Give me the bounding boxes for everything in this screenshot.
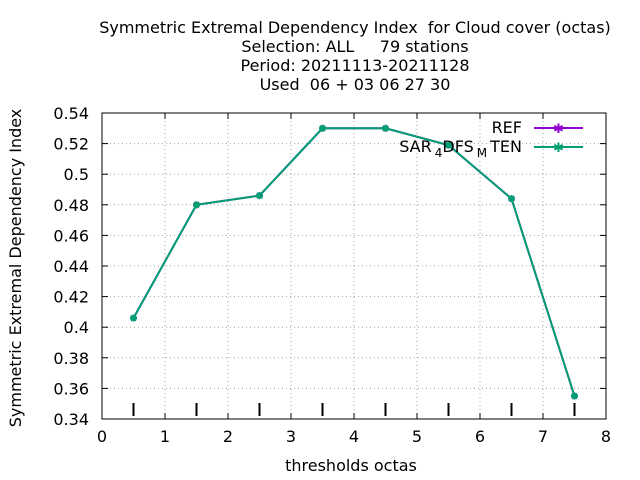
point-stroke	[571, 392, 578, 400]
legend: REF ✱ SAR 4DFS M TEN ✱	[399, 118, 583, 160]
x-tick-label: 6	[475, 427, 485, 446]
data-point-1	[508, 195, 515, 203]
threshold-markers	[132, 403, 576, 416]
data-point-1	[382, 124, 389, 132]
data-point-1	[193, 201, 200, 209]
legend-label-ref: REF	[492, 118, 522, 137]
y-tick-label: 0.34	[53, 410, 89, 429]
data-point-1	[256, 192, 263, 200]
plot-frame	[101, 112, 607, 420]
data-point-1	[130, 314, 137, 322]
point-stroke	[508, 195, 515, 202]
x-axis-label: thresholds octas	[285, 456, 417, 475]
y-tick-label: 0.46	[53, 226, 89, 245]
point-stroke	[382, 125, 389, 132]
y-tick-label: 0.36	[53, 379, 89, 398]
x-tick-label: 3	[286, 427, 296, 446]
data-point-1	[445, 141, 452, 149]
data-point-1	[571, 392, 578, 400]
y-tick-label: 0.52	[53, 135, 89, 154]
x-tick-label: 2	[223, 427, 233, 446]
y-tick-label: 0.5	[64, 165, 89, 184]
x-tick-label: 4	[349, 427, 359, 446]
axis-ticks: 0 1 2 3 4 5 6 7 8 0.34 0.36 0.38 0.4 0.42 0.44 0.46 0.48…	[53, 104, 611, 446]
point-stroke	[130, 314, 137, 322]
y-tick-label: 0.42	[53, 288, 89, 307]
legend-label-sar: SAR 4DFS M TEN	[399, 137, 522, 160]
data-point-1	[319, 124, 326, 132]
chart-title-line-4: Used 06 + 03 06 27 30	[259, 75, 451, 94]
y-tick-label: 0.48	[53, 196, 89, 215]
point-stroke	[445, 141, 452, 149]
y-tick-label: 0.4	[64, 318, 89, 337]
point-stroke	[256, 192, 263, 199]
series-line-0	[132, 127, 576, 397]
x-tick-label: 0	[97, 427, 107, 446]
y-tick-label: 0.54	[53, 104, 89, 123]
series-layer	[130, 124, 578, 400]
x-tick-label: 5	[412, 427, 422, 446]
chart-title-line-3: Period: 20211113-20211128	[240, 56, 470, 75]
legend-marker-sar: ✱	[553, 141, 564, 156]
point-stroke	[193, 201, 200, 209]
y-axis-label: Symmetric Extremal Dependency Index	[6, 109, 25, 428]
y-tick-label: 0.44	[53, 257, 89, 276]
x-tick-label: 1	[160, 427, 170, 446]
x-tick-label: 7	[538, 427, 548, 446]
grid	[102, 113, 606, 419]
chart-title-line-1: Symmetric Extremal Dependency Index for …	[99, 18, 611, 37]
x-tick-label: 8	[601, 427, 611, 446]
point-stroke	[319, 125, 326, 132]
series-line-1	[132, 127, 576, 397]
chart-title-line-2: Selection: ALL 79 stations	[241, 37, 469, 56]
y-tick-label: 0.38	[53, 349, 89, 368]
legend-marker-ref: ✱	[553, 122, 564, 137]
